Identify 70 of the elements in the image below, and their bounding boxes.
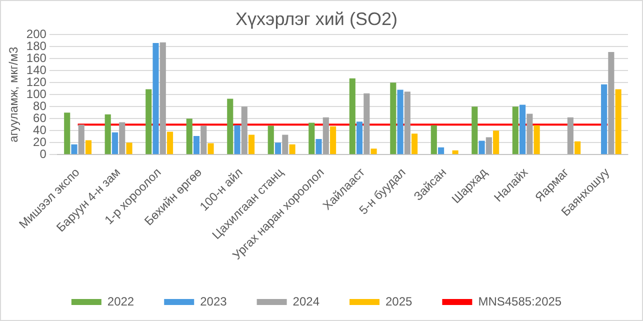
bar bbox=[364, 93, 370, 154]
bar bbox=[193, 136, 200, 154]
legend-label: MNS4585:2025 bbox=[478, 294, 562, 308]
bar bbox=[601, 84, 608, 154]
bar bbox=[234, 125, 240, 154]
bar bbox=[152, 43, 159, 154]
legend-label: 2023 bbox=[200, 294, 228, 308]
bar bbox=[274, 142, 282, 154]
bar bbox=[356, 122, 363, 154]
bar bbox=[146, 89, 152, 154]
bar bbox=[241, 106, 248, 154]
bar bbox=[397, 90, 404, 154]
bar bbox=[268, 126, 274, 154]
bar bbox=[119, 122, 126, 154]
bar bbox=[85, 140, 92, 154]
y-tick-label: 180 bbox=[26, 38, 47, 53]
bar bbox=[349, 78, 356, 154]
chart-title: Хүхэрлэг хий (SO2) bbox=[236, 8, 398, 29]
bar bbox=[370, 148, 377, 154]
y-tick-label: 200 bbox=[26, 26, 47, 41]
y-tick-label: 80 bbox=[33, 98, 47, 113]
bar bbox=[404, 92, 410, 154]
bar bbox=[112, 132, 118, 154]
bar bbox=[316, 139, 322, 154]
bar bbox=[608, 52, 614, 154]
bar bbox=[478, 140, 485, 154]
bar bbox=[520, 104, 526, 154]
bar bbox=[430, 125, 437, 154]
y-tick-label: 0 bbox=[40, 146, 47, 161]
y-tick-label: 20 bbox=[33, 134, 47, 149]
bar bbox=[526, 114, 533, 154]
bar bbox=[472, 106, 478, 154]
bar bbox=[486, 137, 492, 154]
bar bbox=[126, 142, 132, 154]
bar bbox=[512, 106, 518, 154]
bar bbox=[208, 143, 214, 154]
y-axis-title: агууламж, мкг/м3 bbox=[6, 46, 21, 142]
bar bbox=[452, 150, 458, 154]
bar bbox=[227, 98, 234, 154]
bar bbox=[390, 82, 396, 154]
legend-label: 2022 bbox=[107, 294, 134, 308]
legend-label: 2025 bbox=[386, 294, 413, 308]
y-tick-label: 140 bbox=[26, 62, 47, 77]
y-tick-label: 160 bbox=[26, 50, 47, 65]
bar bbox=[574, 141, 581, 154]
bar bbox=[322, 117, 329, 154]
y-tick-label: 120 bbox=[26, 74, 47, 89]
bar bbox=[438, 147, 444, 154]
bar bbox=[412, 134, 418, 154]
y-tick-label: 40 bbox=[33, 122, 47, 137]
bar bbox=[248, 134, 255, 154]
bar bbox=[166, 132, 174, 154]
bar bbox=[186, 118, 192, 154]
bar bbox=[282, 134, 288, 154]
bar bbox=[567, 117, 574, 154]
bar bbox=[71, 144, 78, 154]
bar bbox=[160, 42, 166, 154]
bar bbox=[308, 122, 315, 154]
y-tick-label: 100 bbox=[26, 86, 47, 101]
bar bbox=[104, 114, 111, 154]
bar bbox=[534, 125, 540, 154]
bar bbox=[330, 126, 336, 154]
bar bbox=[615, 89, 622, 154]
bar bbox=[289, 144, 296, 154]
bar bbox=[493, 130, 500, 154]
y-tick-label: 60 bbox=[33, 110, 47, 125]
bar bbox=[64, 112, 70, 154]
bar bbox=[78, 124, 84, 154]
legend-label: 2024 bbox=[292, 294, 320, 308]
bar bbox=[200, 126, 207, 154]
